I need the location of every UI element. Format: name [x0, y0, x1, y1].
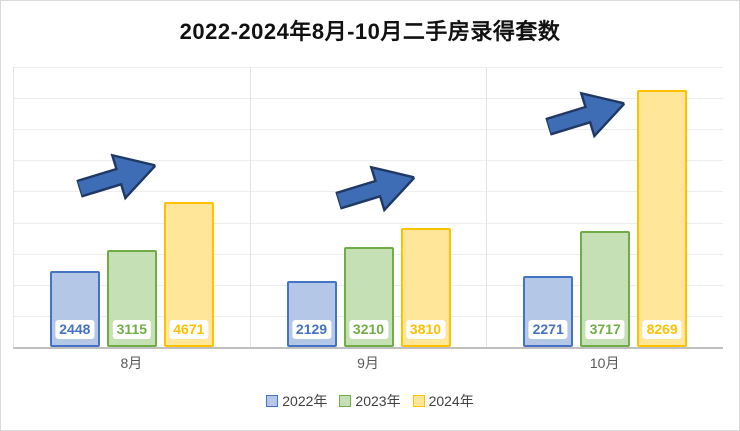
- bar: 3210: [343, 247, 394, 347]
- legend: 2022年 2023年 2024年: [1, 391, 739, 411]
- plot-area: 2448 3115 4671 2129 3210 3810 2271 3717 8269: [13, 67, 723, 349]
- bar: 4671: [163, 201, 214, 347]
- bar-group: 2448 3115 4671: [14, 67, 251, 347]
- gridline: [14, 129, 723, 131]
- legend-item-2024: 2024年: [412, 391, 474, 411]
- bar-value-label: 2448: [54, 319, 96, 340]
- bar: 3115: [106, 250, 157, 347]
- gridline: [14, 222, 723, 224]
- bar-group: 2129 3210 3810: [251, 67, 488, 347]
- bar: 8269: [637, 89, 688, 347]
- bar-groups: 2448 3115 4671 2129 3210 3810 2271 3717 8269: [14, 67, 723, 347]
- gridline: [14, 98, 723, 100]
- bar: 2271: [523, 276, 574, 347]
- legend-marker-icon: [266, 395, 279, 407]
- legend-label: 2023年: [355, 393, 401, 409]
- bar: 3810: [400, 228, 451, 347]
- bar: 3717: [580, 231, 631, 347]
- up-right-arrow-icon: [71, 141, 164, 219]
- up-right-arrow-icon: [541, 79, 634, 157]
- bar-value-label: 3115: [111, 319, 153, 340]
- legend-marker-icon: [412, 395, 425, 407]
- bar-value-label: 4671: [168, 319, 210, 340]
- legend-item-2023: 2023年: [339, 391, 401, 411]
- legend-item-2022: 2022年: [266, 391, 327, 411]
- bar-value-label: 2271: [527, 319, 569, 340]
- legend-label: 2024年: [428, 393, 474, 409]
- category-label: 10月: [589, 355, 620, 371]
- gridline: [14, 67, 723, 68]
- up-right-arrow-icon: [330, 153, 423, 231]
- bar: 2448: [49, 270, 100, 347]
- legend-label: 2022年: [282, 393, 328, 409]
- bar-value-label: 3210: [347, 319, 390, 340]
- gridline: [14, 160, 723, 162]
- bar-group: 2271 3717 8269: [487, 67, 723, 347]
- bar-value-label: 3810: [404, 319, 447, 340]
- legend-marker-icon: [339, 395, 352, 407]
- category-label: 8月: [120, 355, 143, 371]
- bar-value-label: 3717: [584, 319, 626, 340]
- category-axis: 8月 9月 10月: [13, 353, 723, 373]
- bar-value-label: 2129: [290, 319, 333, 340]
- bar: 2129: [286, 280, 337, 347]
- category-label: 9月: [357, 355, 379, 371]
- bar-value-label: 8269: [641, 319, 683, 340]
- chart-title: 2022-2024年8月-10月二手房录得套数: [179, 19, 561, 44]
